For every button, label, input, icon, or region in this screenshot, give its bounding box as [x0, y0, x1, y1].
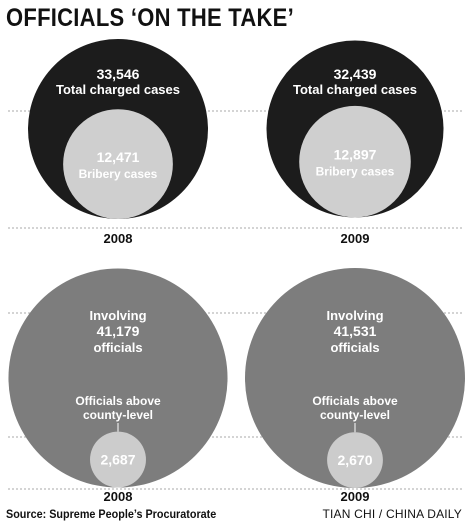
year-label-top-2009: 2009: [341, 231, 370, 246]
total-cases-label-2009: Total charged cases: [293, 82, 417, 97]
credit-note: TIAN CHI / CHINA DAILY: [322, 507, 462, 521]
total-cases-value-2009: 32,439: [334, 66, 377, 82]
bribery-cases-label-2009: Bribery cases: [316, 165, 395, 179]
officials-value-2008: 41,179: [97, 323, 140, 339]
bribery-cases-circle-2008: [63, 109, 173, 219]
bribery-cases-value-2008: 12,471: [97, 149, 140, 165]
total-cases-value-2008: 33,546: [97, 66, 140, 82]
source-note: Source: Supreme People’s Procuratorate: [6, 507, 217, 521]
county-officials-label-line2-2009: county-level: [320, 408, 390, 422]
officials-prefix-2008: Involving: [89, 308, 146, 323]
officials-circle-2009: [245, 268, 465, 488]
county-officials-circle-2008: [90, 431, 146, 488]
officials-label-2009: officials: [330, 340, 379, 355]
chart-title: OFFICIALS ‘ON THE TAKE’: [6, 4, 294, 32]
year-label-top-2008: 2008: [104, 231, 133, 246]
county-officials-value-2009: 2,670: [337, 452, 372, 468]
county-officials-label-line1-2009: Officials above: [312, 394, 398, 408]
county-officials-label-line1-2008: Officials above: [75, 394, 161, 408]
officials-value-2009: 41,531: [334, 323, 377, 339]
bribery-cases-circle-2009: [299, 105, 411, 218]
county-officials-label-line2-2008: county-level: [83, 408, 153, 422]
bribery-cases-label-2008: Bribery cases: [79, 167, 158, 181]
bribery-cases-value-2009: 12,897: [334, 147, 377, 163]
officials-label-2008: officials: [93, 340, 142, 355]
total-cases-label-2008: Total charged cases: [56, 82, 180, 97]
year-label-bottom-2008: 2008: [104, 489, 133, 504]
officials-prefix-2009: Involving: [326, 308, 383, 323]
county-officials-circle-2009: [327, 432, 383, 488]
county-officials-value-2008: 2,687: [100, 452, 135, 468]
officials-circle-2008: [8, 268, 228, 488]
year-label-bottom-2009: 2009: [341, 489, 370, 504]
